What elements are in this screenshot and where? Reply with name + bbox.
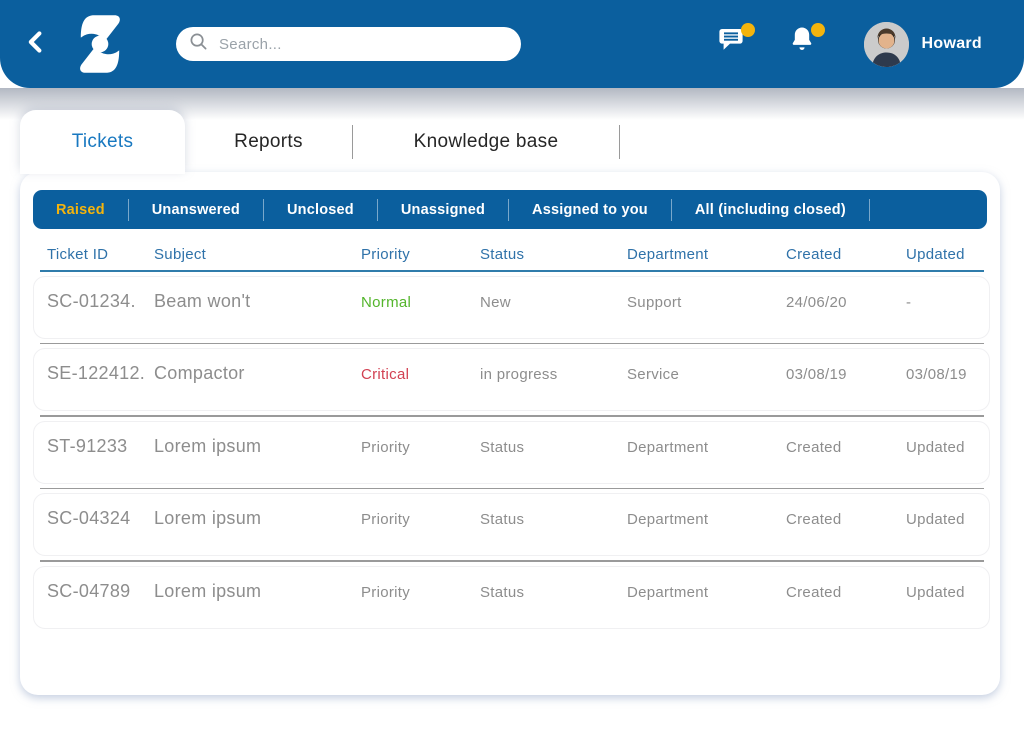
ticket-created: Created [786,511,842,529]
ticket-subject: Lorem ipsum [154,580,262,601]
row-separator [40,415,984,417]
ticket-updated: Updated [906,511,965,529]
table-row[interactable]: SC-04324 Lorem ipsum Priority Status Dep… [33,493,990,557]
chevron-left-icon [27,30,42,58]
ticket-id: SC-04789 [47,580,131,601]
filter-unclosed[interactable]: Unclosed [264,198,378,221]
filter-unassigned[interactable]: Unassigned [378,198,510,221]
ticket-filter-bar: Raised Unanswered Unclosed Unassigned As… [33,190,987,229]
avatar[interactable] [863,21,909,67]
search-icon [189,32,208,56]
tab-reports[interactable]: Reports [234,131,303,152]
tab-knowledge-base[interactable]: Knowledge base [413,131,559,152]
table-row[interactable]: SC-01234. Beam won't Normal New Support … [33,276,990,339]
ticket-rows: SC-01234. Beam won't Normal New Support … [33,276,990,629]
ticket-department: Department [627,438,709,456]
ticket-subject: Lorem ipsum [154,508,262,529]
ticket-id: SC-04324 [47,508,131,529]
ticket-updated: 03/08/19 [906,366,967,384]
ticket-priority: Priority [361,511,411,529]
ticket-department: Department [627,583,709,601]
col-status: Status [480,246,525,263]
ticket-created: Created [786,438,842,456]
ticket-subject: Lorem ipsum [154,435,262,456]
search-input[interactable] [217,34,501,54]
ticket-id: ST-91233 [47,435,128,456]
table-row[interactable]: SC-04789 Lorem ipsum Priority Status Dep… [33,565,990,629]
filter-all-including-closed[interactable]: All (including closed) [672,198,870,221]
ticket-status: Status [480,511,525,529]
ticket-priority: Priority [361,583,411,601]
row-separator [40,343,984,345]
col-ticket-id: Ticket ID [47,246,109,263]
ticket-status: Status [480,438,525,456]
notifications-button[interactable] [788,23,825,59]
top-bar: Howard [0,0,1024,88]
tab-tickets[interactable]: Tickets [20,110,185,174]
bell-icon [788,25,816,59]
ticket-id: SE-122412. [47,363,146,384]
chat-icon [718,27,746,59]
row-separator [40,560,984,562]
filter-raised[interactable]: Raised [33,198,129,221]
ticket-created: 03/08/19 [786,366,847,384]
row-separator [40,487,984,490]
ticket-department: Service [627,366,680,384]
ticket-priority: Normal [361,294,412,311]
col-department: Department [627,246,709,263]
ticket-created: Created [786,583,842,601]
ticket-status: in progress [480,366,558,384]
ticket-updated: - [906,294,912,311]
ticket-subject: Beam won't [154,291,251,311]
ticket-id: SC-01234. [47,291,136,311]
back-button[interactable] [24,30,44,58]
tab-divider [352,125,353,159]
col-subject: Subject [154,246,207,263]
tab-bar: Tickets Reports Knowledge base [20,110,620,174]
notifications-badge-dot [810,23,825,37]
user-name: Howard [921,35,982,52]
messages-button[interactable] [718,23,755,59]
ticket-priority: Critical [361,366,410,384]
filter-unanswered[interactable]: Unanswered [129,198,264,221]
search-bar [176,27,521,61]
col-priority: Priority [361,246,411,263]
table-row[interactable]: ST-91233 Lorem ipsum Priority Status Dep… [33,420,990,484]
brand-logo-icon [68,11,132,77]
ticket-priority: Priority [361,438,411,456]
col-updated: Updated [906,246,965,263]
ticket-status: Status [480,583,525,601]
tickets-table: Ticket ID Subject Priority Status Depart… [33,243,990,629]
ticket-status: New [480,294,511,311]
tickets-panel: Raised Unanswered Unclosed Unassigned As… [20,172,1000,695]
ticket-created: 24/06/20 [786,294,847,311]
table-row[interactable]: SE-122412. Compactor Critical in progres… [33,348,990,412]
messages-badge-dot [740,23,755,37]
ticket-subject: Compactor [154,363,245,384]
col-created: Created [786,246,842,263]
ticket-updated: Updated [906,438,965,456]
table-header-row: Ticket ID Subject Priority Status Depart… [40,243,984,272]
ticket-department: Support [627,294,682,311]
filter-assigned-to-you[interactable]: Assigned to you [509,198,672,221]
ticket-department: Department [627,511,709,529]
tab-divider [619,125,620,159]
ticket-updated: Updated [906,583,965,601]
